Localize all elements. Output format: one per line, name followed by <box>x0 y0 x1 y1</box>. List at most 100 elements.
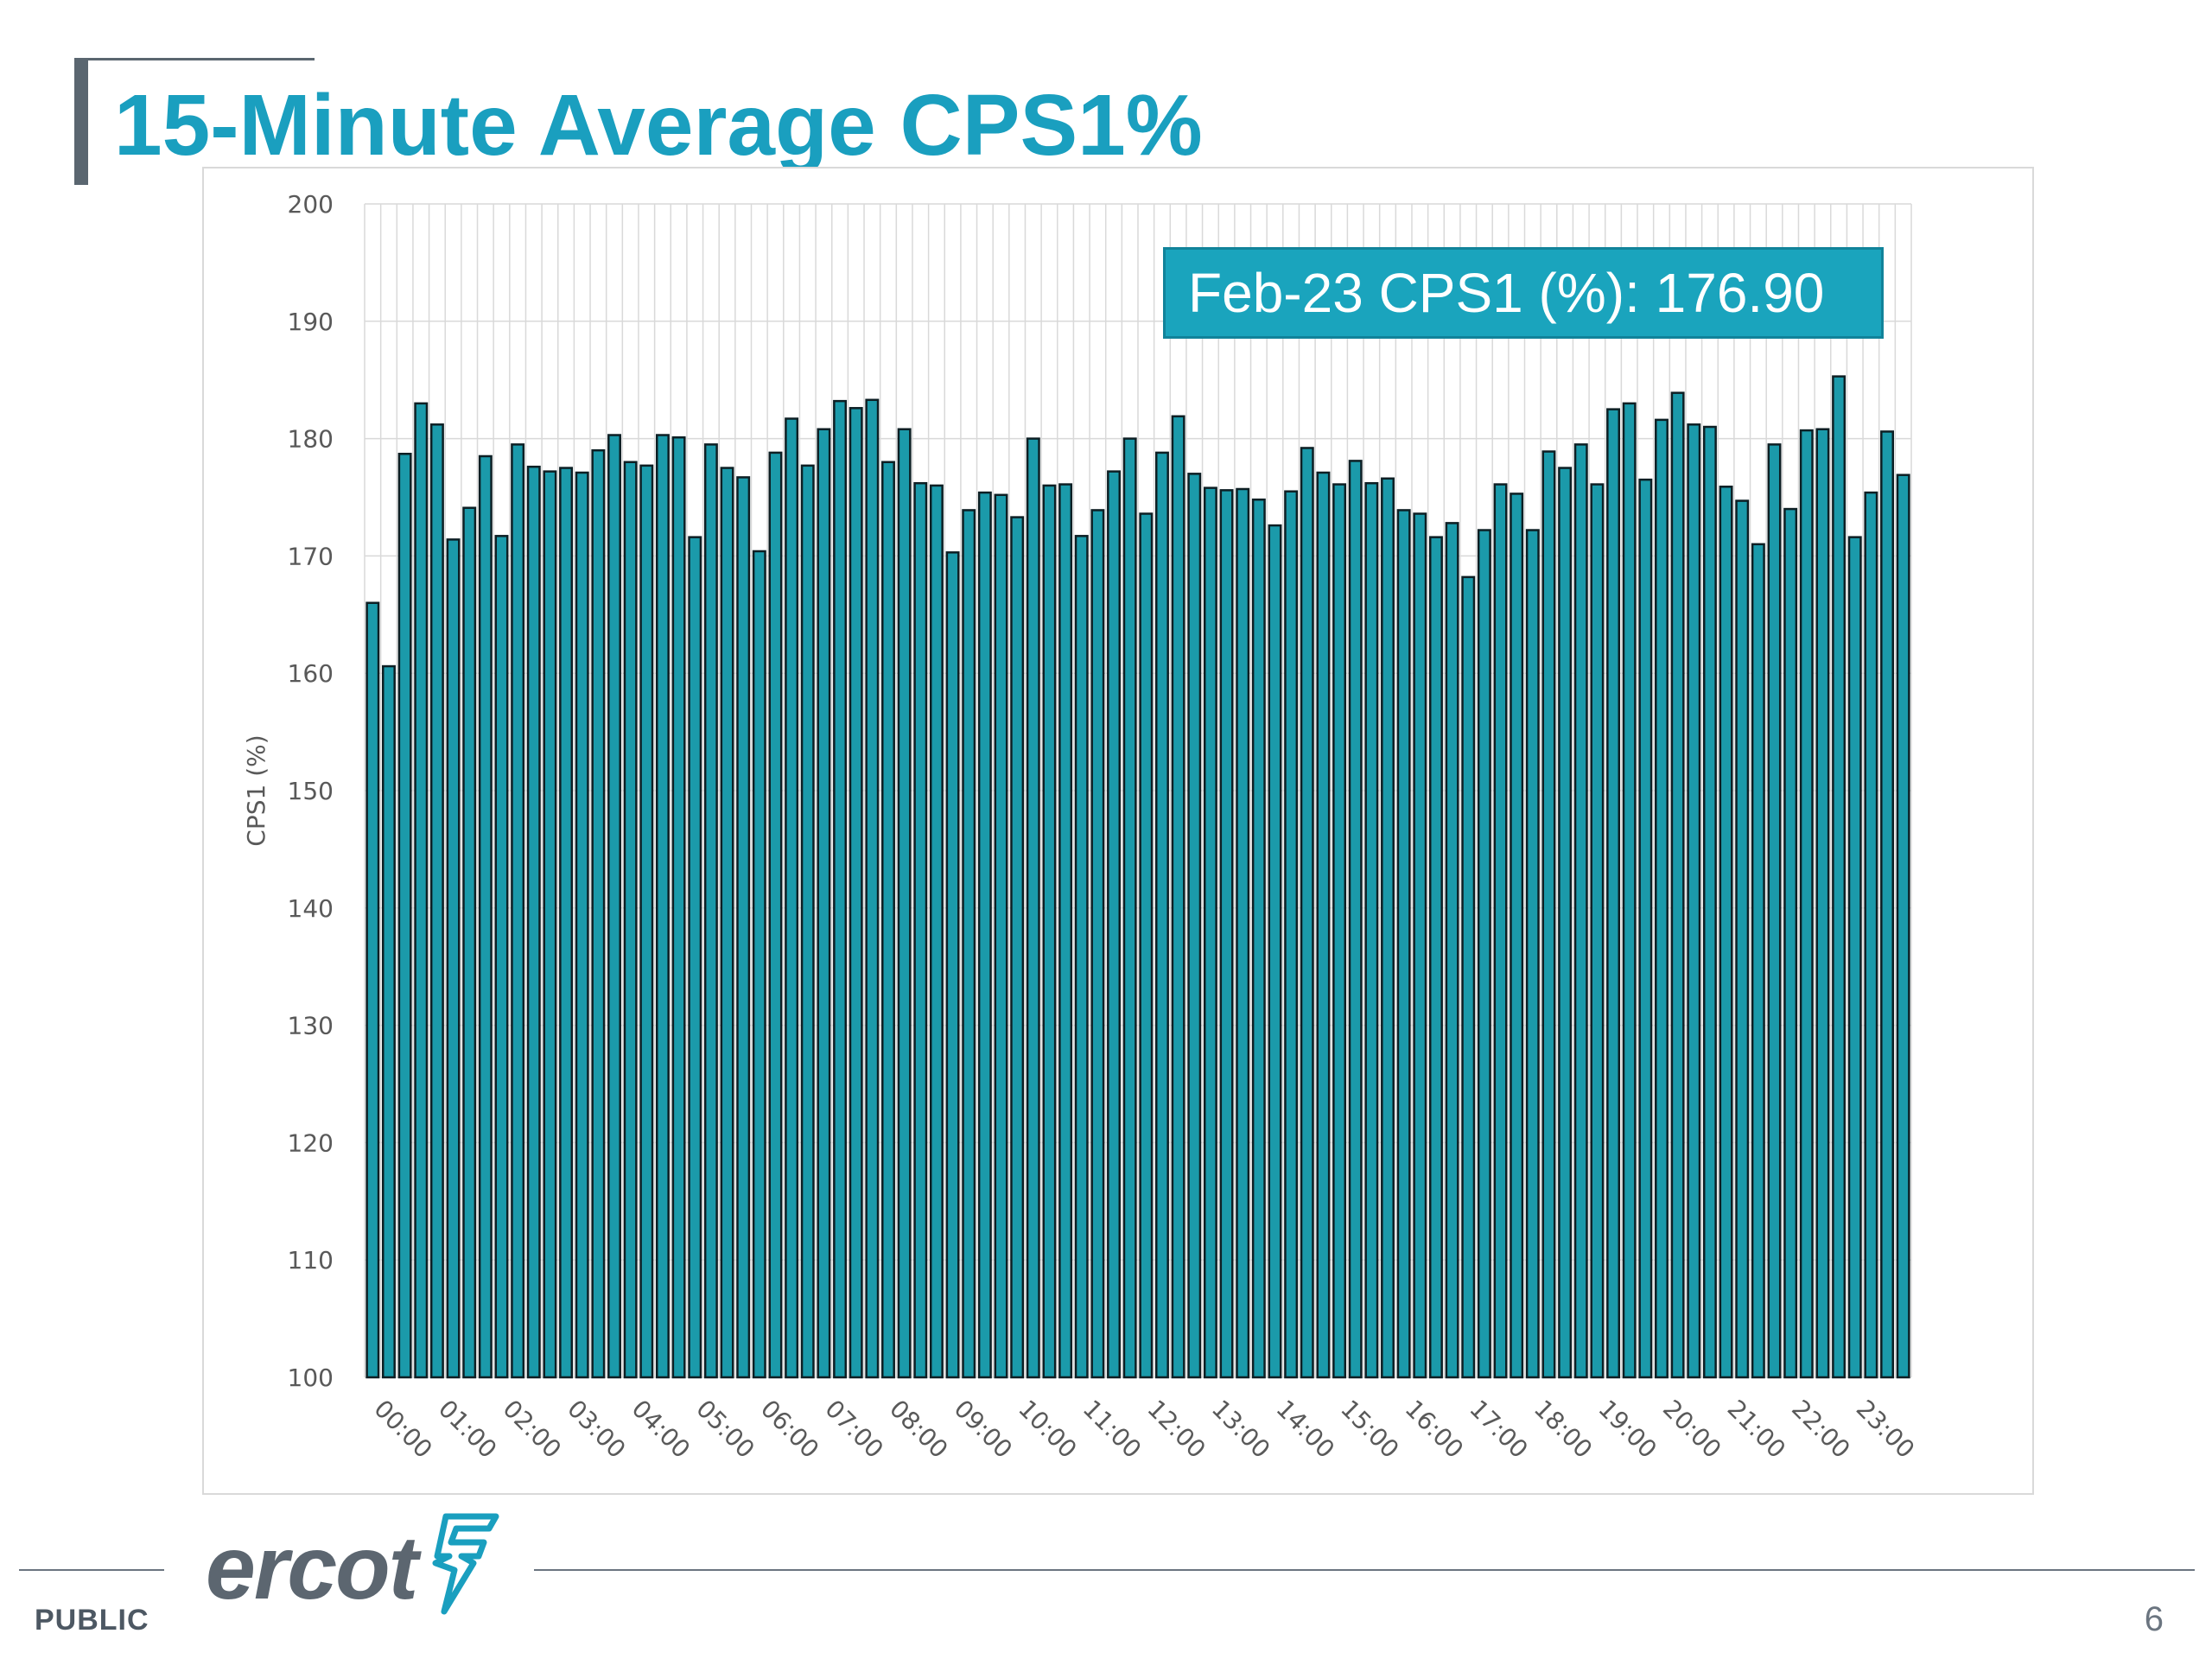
bar <box>1284 490 1299 1379</box>
y-tick-label: 180 <box>288 425 334 454</box>
bar <box>1573 443 1588 1379</box>
bar <box>897 428 912 1379</box>
x-tick-label: 05:00 <box>690 1395 760 1464</box>
slide-title: 15-Minute Average CPS1% <box>114 77 1203 174</box>
bar <box>1122 437 1137 1379</box>
bar <box>1348 460 1363 1379</box>
bar <box>1268 524 1282 1379</box>
bar <box>833 399 848 1379</box>
x-tick-label: 01:00 <box>433 1395 502 1464</box>
bar <box>1687 423 1701 1379</box>
y-tick-label: 130 <box>288 1012 334 1040</box>
bar <box>623 461 638 1379</box>
bar <box>1477 529 1491 1379</box>
y-axis-title: CPS1 (%) <box>242 734 270 846</box>
bar <box>865 398 880 1379</box>
y-tick-label: 140 <box>288 894 334 923</box>
x-tick-label: 00:00 <box>368 1395 437 1464</box>
bar <box>752 550 766 1379</box>
bar <box>591 448 606 1379</box>
bar <box>446 538 461 1379</box>
bar <box>1026 437 1040 1379</box>
bar <box>785 417 799 1379</box>
bar <box>1445 522 1459 1379</box>
bar <box>1219 489 1234 1379</box>
x-tick-label: 10:00 <box>1013 1395 1082 1464</box>
x-tick-label: 06:00 <box>755 1395 824 1464</box>
bar <box>575 471 589 1379</box>
x-tick-label: 22:00 <box>1786 1395 1855 1464</box>
bar <box>994 493 1008 1379</box>
bar <box>1251 498 1266 1379</box>
bar <box>462 506 477 1379</box>
bar <box>1493 483 1508 1379</box>
title-accent-bar <box>74 58 88 185</box>
bar <box>1558 467 1573 1379</box>
bar <box>429 423 444 1379</box>
x-tick-label: 23:00 <box>1851 1395 1920 1464</box>
bar <box>1880 430 1894 1379</box>
x-tick-label: 04:00 <box>626 1395 696 1464</box>
bar <box>1702 425 1717 1379</box>
x-tick-label: 19:00 <box>1592 1395 1662 1464</box>
y-tick-label: 160 <box>288 659 334 688</box>
bar <box>881 461 895 1379</box>
bar <box>736 476 751 1379</box>
bar <box>703 443 718 1379</box>
x-tick-label: 13:00 <box>1206 1395 1275 1464</box>
bar <box>1332 483 1347 1379</box>
bar <box>1155 451 1169 1379</box>
bar <box>1655 418 1669 1379</box>
bar <box>1364 481 1379 1379</box>
bar <box>1590 483 1605 1379</box>
y-tick-label: 100 <box>288 1363 334 1392</box>
grid-layer <box>364 203 1912 1378</box>
bar <box>1171 415 1185 1379</box>
bar <box>671 435 686 1379</box>
y-tick-label: 200 <box>288 190 334 219</box>
bar <box>688 536 702 1379</box>
footer-rule-left <box>19 1569 164 1571</box>
bar <box>800 464 815 1379</box>
y-tick-label: 170 <box>288 542 334 570</box>
footer-rule-right <box>534 1569 2195 1571</box>
x-tick-label: 11:00 <box>1077 1395 1147 1464</box>
bar <box>913 481 928 1379</box>
bar-layer <box>365 375 1910 1379</box>
bar <box>1783 507 1798 1379</box>
bar <box>1461 575 1476 1379</box>
x-tick-label: 18:00 <box>1529 1395 1598 1464</box>
bar <box>1428 536 1443 1379</box>
chart-frame: 100 110 120 130 140 150 160 170 180 190 200 00:00 01… <box>202 167 2034 1495</box>
bar <box>720 467 734 1379</box>
bar <box>526 465 541 1379</box>
bar <box>1300 447 1314 1379</box>
x-tick-label: 20:00 <box>1657 1395 1726 1464</box>
y-tick-label: 190 <box>288 308 334 336</box>
bar <box>1413 512 1427 1379</box>
classification-label: PUBLIC <box>35 1604 149 1637</box>
x-tick-label: 07:00 <box>819 1395 888 1464</box>
y-tick-label: 120 <box>288 1128 334 1157</box>
bar <box>1622 402 1637 1379</box>
bar <box>1381 477 1395 1379</box>
bar <box>1510 493 1524 1379</box>
bar <box>1735 499 1750 1379</box>
x-tick-label: 14:00 <box>1271 1395 1340 1464</box>
bar <box>1751 543 1765 1379</box>
bar <box>397 453 412 1379</box>
bar <box>1541 450 1556 1379</box>
x-tick-label: 02:00 <box>498 1395 567 1464</box>
logo-wordmark: ercot <box>206 1518 418 1618</box>
bar <box>1058 483 1073 1379</box>
bar <box>1090 509 1105 1379</box>
bar <box>559 467 574 1379</box>
page-number: 6 <box>2144 1600 2164 1638</box>
x-tick-label: 12:00 <box>1141 1395 1211 1464</box>
bar <box>945 551 960 1379</box>
bar <box>1396 509 1411 1379</box>
bar <box>977 491 992 1379</box>
bar <box>1187 473 1202 1379</box>
cps1-bar-chart: 100 110 120 130 140 150 160 170 180 190 200 00:0001… <box>242 190 1920 1464</box>
bar <box>1606 408 1621 1379</box>
